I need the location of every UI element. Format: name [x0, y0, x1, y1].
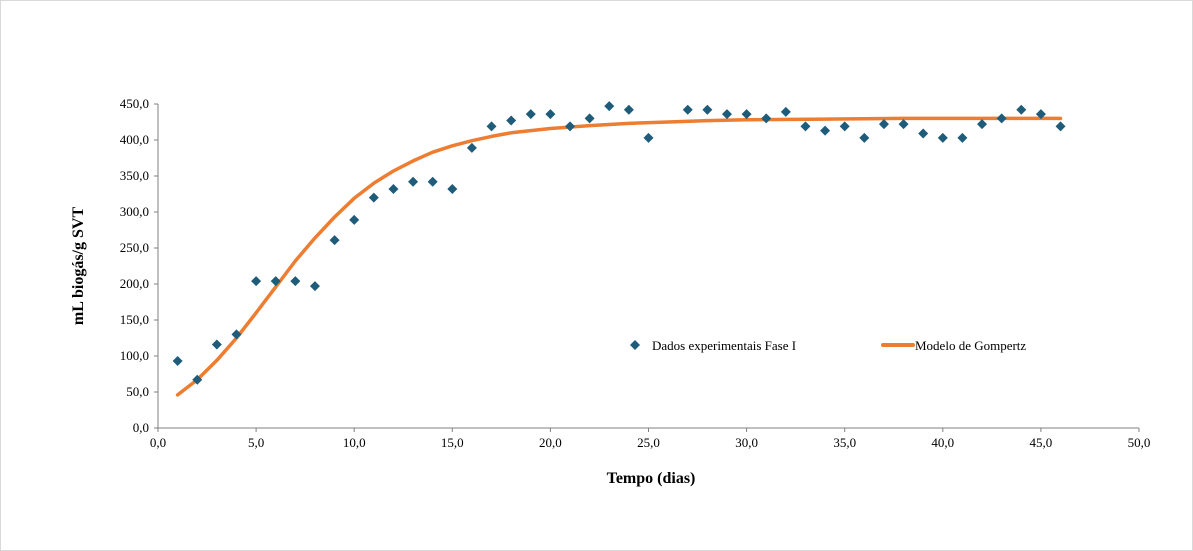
data-point [820, 125, 831, 136]
data-point [349, 214, 360, 225]
data-point [839, 121, 850, 132]
x-tick-label: 30,0 [735, 435, 758, 450]
data-point [192, 374, 203, 385]
y-tick-label: 200,0 [120, 276, 149, 291]
y-tick-label: 0,0 [133, 420, 149, 435]
data-point [251, 276, 262, 287]
data-point [937, 132, 948, 143]
gompertz-curve [175, 116, 1063, 397]
data-point [780, 106, 791, 117]
x-axis-title: Tempo (dias) [607, 470, 696, 487]
data-point [408, 176, 419, 187]
data-point [525, 109, 536, 120]
data-point [996, 113, 1007, 124]
data-point [1035, 109, 1046, 120]
y-tick-label: 450,0 [120, 96, 149, 111]
data-point [427, 176, 438, 187]
data-point [309, 281, 320, 292]
data-point [231, 329, 242, 340]
y-axis-title: mL biogás/g SVT [70, 207, 87, 326]
data-point [584, 113, 595, 124]
legend-label-gompertz: Modelo de Gompertz [915, 338, 1026, 353]
gompertz-series [175, 116, 1063, 397]
data-point [604, 101, 615, 112]
data-point [290, 276, 301, 287]
y-tick-label: 300,0 [120, 204, 149, 219]
x-tick-label: 35,0 [833, 435, 856, 450]
y-tick-label: 100,0 [120, 348, 149, 363]
legend-marker-experimental [630, 340, 640, 350]
data-point [898, 119, 909, 130]
y-tick-label: 400,0 [120, 132, 149, 147]
x-tick-label: 0,0 [150, 435, 166, 450]
y-tick-label: 250,0 [120, 240, 149, 255]
data-point [702, 104, 713, 115]
data-point [329, 235, 340, 246]
x-tick-label: 10,0 [343, 435, 366, 450]
data-point [721, 109, 732, 120]
y-tick-label: 350,0 [120, 168, 149, 183]
x-tick-label: 15,0 [441, 435, 464, 450]
y-tick-label: 50,0 [126, 384, 149, 399]
data-point [466, 142, 477, 153]
data-point [859, 132, 870, 143]
x-tick-label: 5,0 [248, 435, 264, 450]
data-point [957, 132, 968, 143]
experimental-series [172, 101, 1066, 385]
data-point [447, 183, 458, 194]
data-point [211, 339, 222, 350]
x-tick-labels: 0,0 5,0 10,0 15,0 20,0 25,0 30,0 35,0 40,0 45,0 50… [150, 435, 1151, 450]
data-point [172, 356, 183, 367]
data-point [486, 121, 497, 132]
data-point [565, 121, 576, 132]
data-point [1016, 104, 1027, 115]
x-tick-label: 50,0 [1128, 435, 1151, 450]
data-point [368, 192, 379, 203]
legend: Dados experimentais Fase I Modelo de Gom… [630, 338, 1026, 353]
data-point [545, 109, 556, 120]
y-tick-label: 150,0 [120, 312, 149, 327]
data-point [682, 104, 693, 115]
x-tick-label: 20,0 [539, 435, 562, 450]
data-point [270, 276, 281, 287]
legend-label-experimental: Dados experimentais Fase I [652, 338, 796, 353]
data-point [506, 115, 517, 126]
x-tick-label: 45,0 [1030, 435, 1053, 450]
data-point [761, 113, 772, 124]
y-tick-labels: 0,0 50,0 100,0 150,0 200,0 250,0 300,0 350,0 400… [120, 96, 149, 435]
data-point [977, 119, 988, 130]
data-point [878, 119, 889, 130]
data-point [623, 104, 634, 115]
data-point [643, 132, 654, 143]
x-tick-label: 40,0 [931, 435, 954, 450]
data-point [800, 121, 811, 132]
axes [154, 103, 1140, 432]
x-tick-label: 25,0 [637, 435, 660, 450]
data-point [1055, 121, 1066, 132]
data-point [918, 128, 929, 139]
data-point [741, 109, 752, 120]
data-point [388, 183, 399, 194]
